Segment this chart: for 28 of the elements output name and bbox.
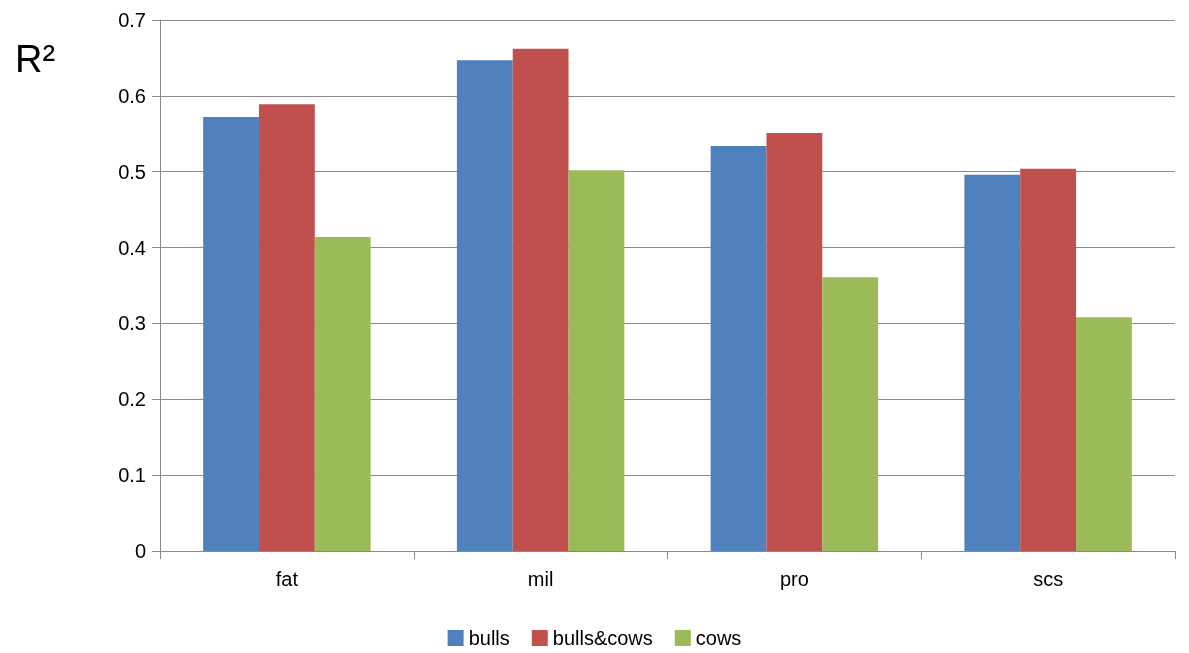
y-tick-label: 0.7 bbox=[118, 9, 146, 31]
bar bbox=[964, 174, 1021, 551]
x-tick-label: pro bbox=[779, 568, 809, 590]
bar bbox=[822, 277, 879, 551]
y-tick-label: 0.5 bbox=[118, 160, 146, 183]
bar bbox=[258, 104, 315, 551]
y-tick-label: 0 bbox=[134, 540, 146, 562]
y-tick-label: 0.6 bbox=[118, 84, 146, 107]
x-tick-label: mil bbox=[527, 568, 554, 590]
y-tick-label: 0.2 bbox=[118, 388, 146, 411]
bar bbox=[203, 117, 259, 551]
y-axis-title: R² bbox=[15, 38, 56, 80]
bar bbox=[766, 133, 823, 551]
bar bbox=[314, 236, 371, 551]
bar bbox=[568, 170, 625, 551]
x-tick-label: fat bbox=[275, 568, 299, 590]
bar bbox=[710, 145, 767, 551]
bar bbox=[1076, 317, 1132, 551]
legend-label: cows bbox=[695, 627, 742, 649]
legend-label: bulls&cows bbox=[552, 627, 653, 649]
legend-label: bulls bbox=[468, 627, 510, 649]
bar bbox=[456, 60, 513, 551]
y-tick-label: 0.4 bbox=[118, 236, 146, 259]
y-tick-label: 0.3 bbox=[118, 312, 146, 335]
x-tick-label: scs bbox=[1033, 568, 1064, 590]
bar bbox=[1020, 168, 1077, 551]
y-tick-label: 0.1 bbox=[118, 464, 146, 487]
bar bbox=[512, 48, 569, 551]
